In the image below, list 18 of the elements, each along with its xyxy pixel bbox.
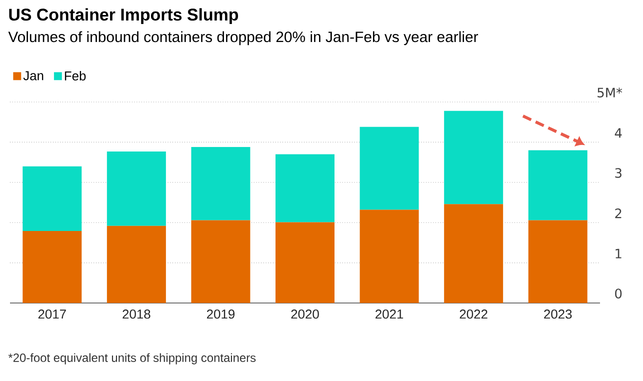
legend-label: Feb xyxy=(64,70,86,81)
y-tick-label: 0 xyxy=(615,288,622,298)
text: *20-foot equivalent units of shipping containers xyxy=(8,353,256,364)
x-tick-label: 2020 xyxy=(291,310,319,319)
x-tick-label: 2023 xyxy=(544,310,572,319)
x-tick-label: 2018 xyxy=(122,310,150,319)
chart-title: US Container Imports Slump xyxy=(9,8,238,24)
y-tick-label: 4 xyxy=(614,128,622,138)
y-tick-label: 1 xyxy=(616,248,622,258)
y-tick-label: 5M* xyxy=(598,88,622,98)
legend-label: Jan xyxy=(23,71,44,80)
x-tick-label: 2022 xyxy=(460,310,488,319)
x-tick-label: 2017 xyxy=(38,310,66,319)
x-tick-label: 2021 xyxy=(376,310,404,319)
x-tick-label: 2019 xyxy=(206,310,235,319)
y-tick-label: 2 xyxy=(615,208,622,218)
y-tick-label: 3 xyxy=(615,168,622,178)
chart-subtitle: Volumes of inbound containers dropped 20% in Jan-Feb vs year earlier xyxy=(8,31,478,46)
